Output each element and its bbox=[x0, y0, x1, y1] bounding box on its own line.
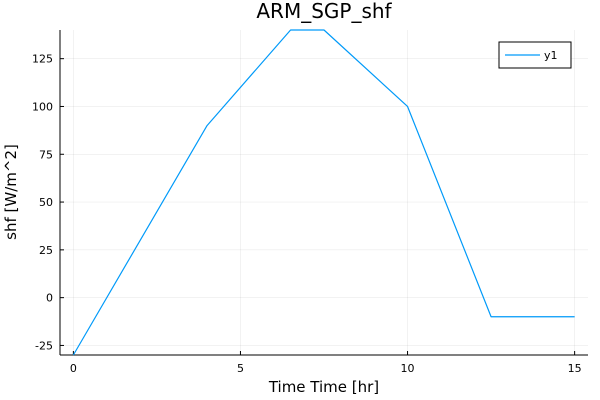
x-axis-label: Time Time [hr] bbox=[268, 378, 379, 396]
axes bbox=[59, 30, 588, 356]
series-layer bbox=[72, 29, 575, 356]
x-tick-label: 5 bbox=[237, 362, 244, 375]
y-tick-label: 75 bbox=[39, 148, 53, 161]
legend: y1 bbox=[498, 41, 572, 69]
y-tick-label: -25 bbox=[35, 339, 53, 352]
y-tick-label: 0 bbox=[46, 292, 53, 305]
y-axis-label: shf [W/m^2] bbox=[2, 144, 20, 240]
y-tick-label: 25 bbox=[39, 244, 53, 257]
x-ticks: 0 5 10 15 bbox=[70, 351, 582, 375]
legend-label-y1: y1 bbox=[544, 49, 558, 62]
x-tick-label: 10 bbox=[401, 362, 415, 375]
y-tick-label: 50 bbox=[39, 196, 53, 209]
x-tick-label: 15 bbox=[568, 362, 582, 375]
series-line-y1 bbox=[72, 29, 575, 356]
y-ticks: -25 0 25 50 75 100 125 bbox=[32, 53, 64, 352]
chart-title: ARM_SGP_shf bbox=[256, 0, 392, 23]
grid bbox=[60, 30, 588, 355]
x-tick-label: 0 bbox=[70, 362, 77, 375]
y-tick-label: 100 bbox=[32, 100, 53, 113]
y-tick-label: 125 bbox=[32, 53, 53, 66]
